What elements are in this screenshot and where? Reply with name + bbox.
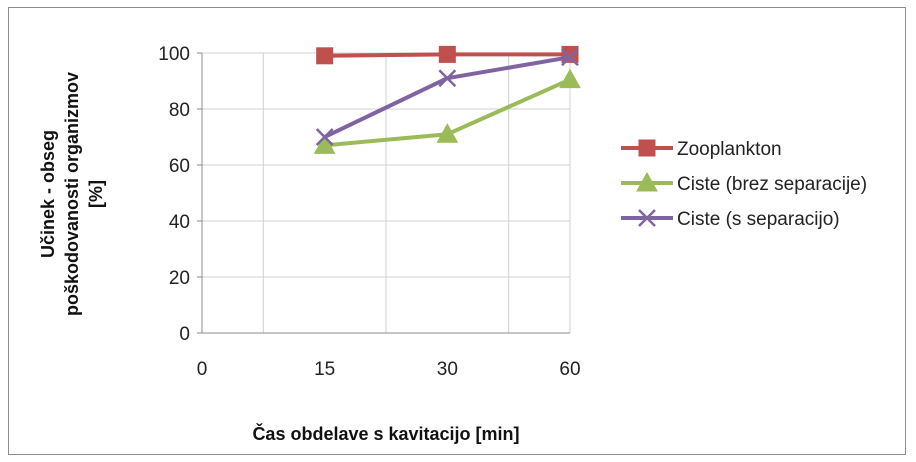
y-tick-label: 40 xyxy=(169,212,190,233)
y-tick-label: 60 xyxy=(169,156,190,177)
legend-label: Ciste (brez separacije) xyxy=(677,174,867,195)
legend-item: Ciste (s separacijo) xyxy=(621,209,840,230)
y-axis-ticks: 0 20 40 60 80 100 xyxy=(158,44,202,345)
x-marker xyxy=(561,48,579,67)
triangle-marker xyxy=(559,68,581,89)
legend-item: Zooplankton xyxy=(621,139,782,160)
legend: Zooplankton Ciste (brez separacije) Ciste … xyxy=(621,139,867,230)
triangle-marker xyxy=(313,134,336,154)
x-tick-label: 0 xyxy=(197,359,208,380)
axes xyxy=(201,53,570,334)
square-marker xyxy=(638,139,656,157)
y-axis-title-line-2: poškodovanosti organizmov xyxy=(62,72,82,316)
x-axis-ticks: 0 15 30 60 xyxy=(197,359,581,380)
square-marker xyxy=(438,45,456,63)
legend-item: Ciste (brez separacije) xyxy=(621,171,867,195)
triangle-marker xyxy=(636,171,658,192)
x-tick-label: 15 xyxy=(314,359,335,380)
x-marker xyxy=(638,209,656,227)
y-tick-label: 20 xyxy=(169,268,190,289)
y-tick-label: 0 xyxy=(179,324,190,345)
x-marker xyxy=(315,128,334,146)
x-tick-label: 60 xyxy=(559,359,580,380)
gridlines xyxy=(202,52,571,334)
series-ciste-s-separacijo- xyxy=(315,48,579,146)
chart-frame xyxy=(8,7,906,455)
y-axis-title-line-1: Učinek - obseg xyxy=(38,130,58,258)
y-axis-title-line-3: [%] xyxy=(86,180,106,208)
x-marker xyxy=(438,69,457,88)
y-tick-label: 80 xyxy=(169,100,190,121)
square-marker xyxy=(316,47,334,65)
triangle-marker xyxy=(436,123,459,143)
x-tick-label: 30 xyxy=(437,359,458,380)
legend-label: Zooplankton xyxy=(677,139,782,160)
data-series xyxy=(313,45,581,154)
series-ciste-brez-separacije- xyxy=(313,68,581,154)
y-axis-title: Učinek - obseg poškodovanosti organizmov… xyxy=(38,72,106,316)
legend-label: Ciste (s separacijo) xyxy=(677,209,840,230)
x-axis-title: Čas obdelave s kavitacijo [min] xyxy=(252,423,519,444)
y-tick-label: 100 xyxy=(158,44,190,65)
